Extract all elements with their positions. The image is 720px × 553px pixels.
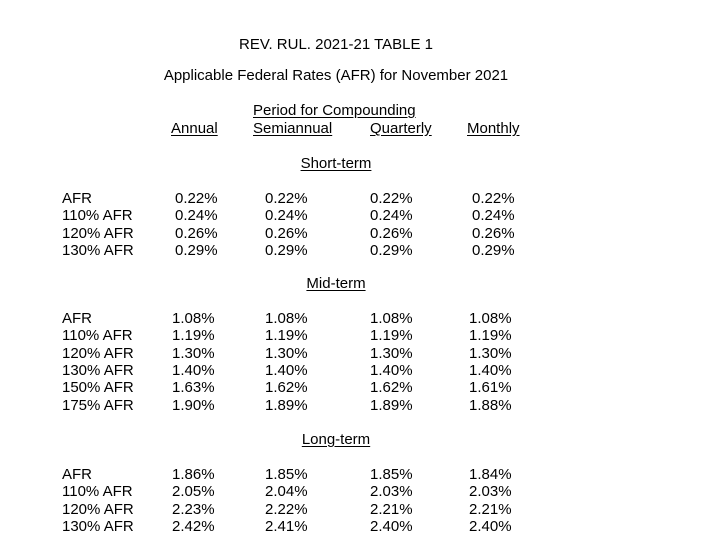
row-label: 130% AFR <box>62 518 134 535</box>
section-heading: Short-term <box>0 155 672 172</box>
row-label: 110% AFR <box>62 327 133 344</box>
rate-cell: 2.40% <box>370 518 413 535</box>
rate-cell: 0.29% <box>370 242 413 259</box>
section-heading: Long-term <box>0 431 672 448</box>
rate-cell: 1.19% <box>172 327 215 344</box>
rate-cell: 1.85% <box>370 466 413 483</box>
rate-cell: 1.62% <box>265 379 308 396</box>
row-label: AFR <box>62 190 92 207</box>
rate-cell: 2.05% <box>172 483 215 500</box>
column-header-annual: Annual <box>171 120 218 137</box>
column-header-quarterly: Quarterly <box>370 120 432 137</box>
rate-cell: 1.61% <box>469 379 512 396</box>
row-label: 110% AFR <box>62 483 133 500</box>
rate-cell: 1.08% <box>265 310 308 327</box>
column-header-semiannual: Semiannual <box>253 120 333 137</box>
section-heading: Mid-term <box>0 275 672 292</box>
rate-cell: 2.40% <box>469 518 512 535</box>
rate-cell: 0.26% <box>472 225 515 242</box>
rate-cell: 0.26% <box>370 225 413 242</box>
rate-cell: 1.19% <box>370 327 413 344</box>
column-header-monthly: Monthly <box>467 120 520 137</box>
rate-cell: 1.19% <box>265 327 308 344</box>
document-subtitle: Applicable Federal Rates (AFR) for Novem… <box>163 67 509 84</box>
rate-cell: 1.30% <box>265 345 308 362</box>
document-title: REV. RUL. 2021-21 TABLE 1 <box>238 36 433 53</box>
rate-cell: 1.30% <box>469 345 512 362</box>
rate-cell: 1.89% <box>370 397 413 414</box>
row-label: 120% AFR <box>62 501 134 518</box>
period-header: Period for Compounding <box>253 102 416 119</box>
rate-cell: 1.40% <box>265 362 308 379</box>
rate-cell: 0.22% <box>265 190 308 207</box>
rate-cell: 1.86% <box>172 466 215 483</box>
rate-cell: 0.24% <box>472 207 515 224</box>
row-label: 120% AFR <box>62 345 134 362</box>
rate-cell: 1.08% <box>172 310 215 327</box>
rate-cell: 0.29% <box>265 242 308 259</box>
rate-cell: 2.03% <box>370 483 413 500</box>
row-label: AFR <box>62 466 92 483</box>
rate-cell: 1.19% <box>469 327 512 344</box>
rate-cell: 1.89% <box>265 397 308 414</box>
rate-cell: 2.21% <box>469 501 512 518</box>
rate-cell: 2.21% <box>370 501 413 518</box>
rate-cell: 1.40% <box>370 362 413 379</box>
rate-cell: 1.40% <box>172 362 215 379</box>
rate-cell: 1.08% <box>370 310 413 327</box>
rate-cell: 1.84% <box>469 466 512 483</box>
row-label: 150% AFR <box>62 379 134 396</box>
rate-cell: 2.23% <box>172 501 215 518</box>
row-label: 130% AFR <box>62 242 134 259</box>
section-heading-text: Long-term <box>301 431 371 448</box>
row-label: AFR <box>62 310 92 327</box>
rate-cell: 1.40% <box>469 362 512 379</box>
rate-cell: 0.26% <box>175 225 218 242</box>
rate-cell: 2.22% <box>265 501 308 518</box>
rate-cell: 0.22% <box>472 190 515 207</box>
row-label: 120% AFR <box>62 225 134 242</box>
rate-cell: 2.42% <box>172 518 215 535</box>
rate-cell: 1.85% <box>265 466 308 483</box>
rate-cell: 0.24% <box>175 207 218 224</box>
rate-cell: 1.30% <box>172 345 215 362</box>
rate-cell: 2.04% <box>265 483 308 500</box>
rate-cell: 1.63% <box>172 379 215 396</box>
rate-cell: 1.30% <box>370 345 413 362</box>
rate-cell: 0.22% <box>175 190 218 207</box>
rate-cell: 1.90% <box>172 397 215 414</box>
rate-cell: 0.29% <box>472 242 515 259</box>
rate-cell: 0.29% <box>175 242 218 259</box>
rate-cell: 1.62% <box>370 379 413 396</box>
section-heading-text: Short-term <box>300 155 372 172</box>
rate-cell: 1.08% <box>469 310 512 327</box>
rate-cell: 2.41% <box>265 518 308 535</box>
row-label: 110% AFR <box>62 207 133 224</box>
rate-cell: 0.26% <box>265 225 308 242</box>
rate-cell: 2.03% <box>469 483 512 500</box>
section-heading-text: Mid-term <box>306 275 366 292</box>
row-label: 175% AFR <box>62 397 134 414</box>
rate-cell: 1.88% <box>469 397 512 414</box>
row-label: 130% AFR <box>62 362 134 379</box>
rate-cell: 0.22% <box>370 190 413 207</box>
rate-cell: 0.24% <box>265 207 308 224</box>
rate-cell: 0.24% <box>370 207 413 224</box>
